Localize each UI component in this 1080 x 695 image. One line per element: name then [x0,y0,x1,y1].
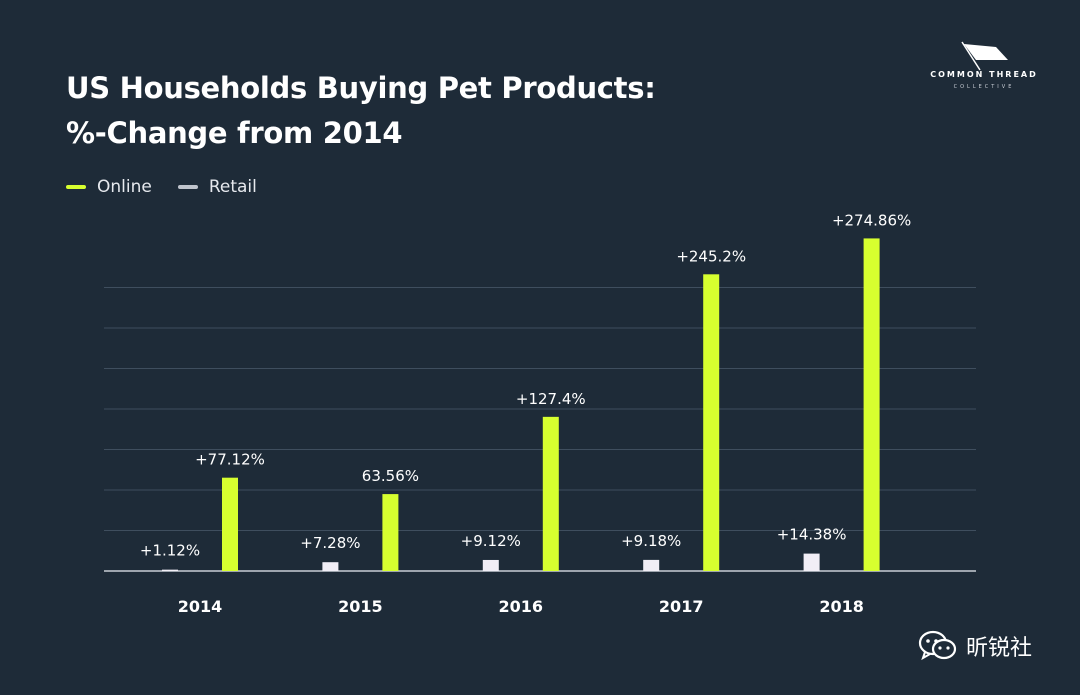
x-tick-label-2017: 2017 [659,597,704,616]
legend: Online Retail [66,177,283,197]
bar-online-2014 [222,477,238,571]
chart-title-line-1: US Households Buying Pet Products: [66,71,656,105]
data-label-retail-2014: +1.12% [140,542,200,560]
legend-swatch-retail [177,185,198,189]
legend-label-retail: Retail [208,177,257,197]
bar-retail-2017 [643,559,660,571]
data-label-online-2017: +245.2% [676,247,746,265]
grid-lines [104,287,976,572]
logo-subtitle: COLLECTIVE [953,84,1015,90]
logo-name: COMMON THREAD [930,70,1038,79]
legend-label-online: Online [97,177,152,197]
x-tick-label-2015: 2015 [338,597,383,616]
legend-item-retail: Retail [177,177,257,197]
data-label-retail-2017: +9.18% [621,532,681,550]
flag-icon [961,41,1008,71]
data-label-retail-2018: +14.38% [777,526,847,544]
bar-online-2016 [542,416,559,571]
bar-retail-2015 [322,562,339,571]
data-label-retail-2016: +9.12% [461,532,521,550]
legend-swatch-online [66,185,86,189]
watermark: 昕锐社 [918,626,1032,666]
x-tick-label-2016: 2016 [499,597,544,616]
chart-title-line-2: %-Change from 2014 [66,116,403,150]
x-tick-label-2014: 2014 [178,597,223,616]
data-label-online-2014: +77.12% [195,451,265,469]
wechat-icon [918,630,957,661]
data-label-online-2018: +274.86% [832,211,911,229]
data-label-online-2015: 63.56% [362,467,419,485]
bar-retail-2018 [803,553,820,571]
legend-item-online: Online [66,177,152,197]
data-labels: +1.12% +77.12% +7.28% 63.56% +9.12% +127.4% +9… [140,211,911,559]
bar-retail-2016 [482,559,499,571]
x-tick-label-2018: 2018 [819,597,864,616]
brand-logo: COMMON THREAD COLLECTIVE [926,40,1042,96]
chart-title: US Households Buying Pet Products: %-Cha… [66,66,656,156]
data-label-online-2016: +127.4% [516,390,586,408]
data-label-retail-2015: +7.28% [300,534,360,552]
bars [162,238,880,571]
bar-online-2017 [703,274,720,571]
bar-retail-2014 [162,569,178,571]
bar-online-2018 [863,238,880,571]
bar-online-2015 [382,494,399,571]
watermark-text: 昕锐社 [966,636,1033,661]
x-tick-labels: 2014 2015 2016 2017 2018 [178,597,864,616]
